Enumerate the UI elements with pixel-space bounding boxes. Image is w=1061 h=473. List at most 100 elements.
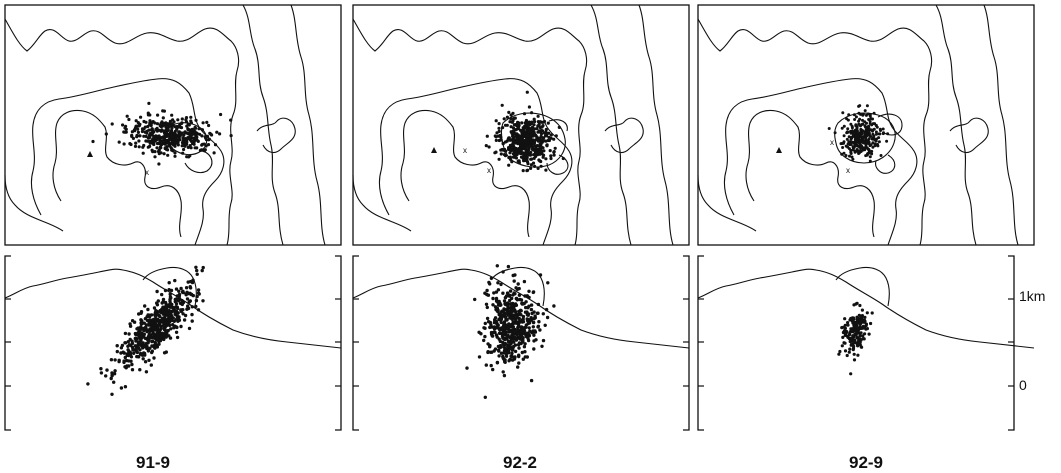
- hypocenter-dot: [154, 127, 158, 132]
- hypocenter-dot: [497, 129, 501, 133]
- hypocenter-dot: [193, 136, 197, 140]
- hypocenter-dot: [168, 299, 172, 303]
- hypocenter-dot: [122, 359, 126, 363]
- hypocenter-dot: [524, 323, 528, 327]
- hypocenter-dot: [204, 136, 208, 140]
- hypocenter-dot: [870, 128, 874, 132]
- hypocenter-dot: [847, 140, 851, 144]
- hypocenter-dot: [522, 279, 527, 284]
- hypocenter-dot: [159, 122, 163, 126]
- hypocenter-dot: [501, 126, 505, 130]
- hypocenter-dot: [525, 90, 529, 94]
- hypocenter-dot: [174, 302, 179, 306]
- hypocenter-dot: [166, 128, 170, 132]
- hypocenter-dot: [497, 348, 501, 352]
- hypocenter-dot: [189, 119, 193, 123]
- hypocenter-dot: [130, 345, 135, 350]
- hypocenter-dot: [544, 157, 548, 161]
- hypocenter-dot: [873, 144, 877, 148]
- hypocenter-dot: [536, 325, 540, 329]
- hypocenter-dot: [498, 339, 502, 344]
- hypocenter-dot: [160, 129, 165, 133]
- hypocenter-dot: [847, 135, 851, 139]
- hypocenter-dot: [173, 154, 177, 158]
- hypocenter-dot: [522, 127, 526, 131]
- hypocenter-dot: [882, 131, 885, 135]
- hypocenter-dot: [191, 141, 195, 146]
- hypocenter-dot: [520, 129, 524, 133]
- hypocenter-dot: [148, 113, 152, 117]
- hypocenter-dot: [860, 137, 864, 141]
- hypocenter-dot: [840, 344, 844, 348]
- hypocenter-dot: [496, 288, 501, 292]
- hypocenter-dot: [194, 126, 198, 130]
- hypocenter-dot: [542, 149, 546, 153]
- hypocenter-dot: [538, 273, 543, 277]
- hypocenter-dot: [509, 113, 513, 117]
- hypocenter-dot: [177, 298, 181, 302]
- hypocenter-dot: [123, 341, 128, 345]
- hypocenter-dot: [863, 315, 867, 319]
- hypocenter-dot: [506, 137, 510, 141]
- hypocenter-dot: [520, 302, 525, 306]
- hypocenter-dot: [508, 289, 513, 293]
- hypocenter-dot: [484, 144, 488, 148]
- hypocenter-dot: [861, 141, 865, 145]
- hypocenter-dot: [522, 345, 527, 349]
- hypocenter-dot: [104, 132, 108, 136]
- hypocenter-dot: [144, 323, 149, 327]
- hypocenter-dot: [848, 331, 852, 335]
- hypocenter-dot: [477, 355, 482, 359]
- hypocenter-dot: [539, 145, 543, 149]
- hypocenter-dot: [162, 351, 167, 355]
- hypocenter-dot: [863, 326, 867, 330]
- hypocenter-dot: [528, 129, 532, 133]
- hypocenter-dot: [156, 313, 160, 317]
- hypocenter-dot: [533, 164, 537, 168]
- hypocenter-dot: [207, 123, 211, 128]
- hypocenter-dot: [173, 151, 177, 155]
- hypocenter-dot: [482, 338, 486, 343]
- hypocenter-dot: [179, 286, 183, 291]
- hypocenter-dot: [531, 142, 535, 146]
- hypocenter-dot: [557, 125, 561, 129]
- hypocenter-dot: [863, 124, 867, 128]
- hypocenter-dot: [513, 310, 518, 314]
- hypocenter-dot: [187, 326, 192, 331]
- hypocenter-dot: [533, 120, 537, 124]
- hypocenter-dot: [109, 358, 114, 362]
- hypocenter-dot: [134, 347, 138, 351]
- hypocenter-dot: [174, 287, 179, 291]
- hypocenter-dot: [849, 342, 854, 346]
- hypocenter-dot: [174, 318, 178, 322]
- hypocenter-dot: [849, 372, 853, 376]
- hypocenter-dot: [524, 118, 528, 123]
- hypocenter-dot: [863, 146, 867, 150]
- hypocenter-dot: [505, 115, 509, 119]
- hypocenter-dot: [189, 115, 193, 119]
- hypocenter-dot: [182, 318, 187, 322]
- hypocenter-dot: [854, 139, 858, 143]
- hypocenter-dot: [839, 142, 843, 146]
- hypocenter-dot: [499, 351, 504, 355]
- hypocenter-dot: [187, 137, 191, 141]
- hypocenter-dot: [857, 122, 861, 126]
- hypocenter-dot: [508, 298, 512, 303]
- hypocenter-dot: [501, 356, 506, 361]
- hypocenter-dot: [532, 347, 536, 351]
- hypocenter-dot: [541, 120, 545, 124]
- hypocenter-dot: [536, 302, 541, 307]
- hypocenter-dot: [549, 154, 553, 158]
- hypocenter-dot: [181, 140, 185, 144]
- hypocenter-dot: [866, 125, 870, 129]
- hypocenter-dot: [852, 113, 856, 117]
- hypocenter-dot: [153, 121, 157, 125]
- hypocenter-dot: [148, 123, 152, 127]
- hypocenter-dot: [529, 157, 533, 161]
- hypocenter-dot: [852, 344, 856, 348]
- hypocenter-dot: [857, 141, 861, 145]
- hypocenter-dot: [548, 149, 552, 153]
- hypocenter-dot: [494, 138, 498, 142]
- hypocenter-dot: [182, 147, 186, 152]
- hypocenter-dot: [861, 135, 865, 139]
